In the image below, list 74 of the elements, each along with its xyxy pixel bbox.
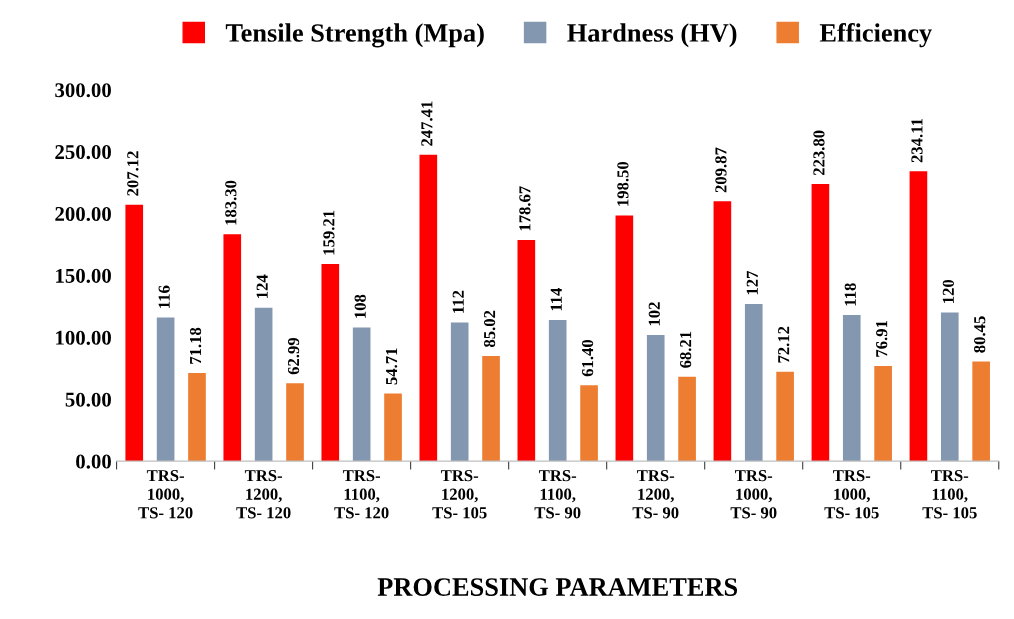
data-label: 85.02: [483, 310, 496, 348]
data-label: 54.71: [386, 348, 398, 385]
data-label: 223.80: [813, 130, 825, 176]
data-label: 120: [942, 279, 954, 303]
y-tick-label: 150.00: [56, 268, 111, 283]
data-label: 234.11: [911, 118, 923, 163]
bar: [580, 385, 598, 462]
data-label: 114: [550, 287, 562, 311]
bar: [482, 355, 500, 462]
data-label: 207.12: [127, 151, 139, 196]
bar: [776, 371, 794, 462]
x-tick-label: TRS- 1100, TS- 90: [534, 470, 581, 519]
data-label: 116: [158, 285, 170, 308]
bar: [678, 376, 696, 462]
legend-label: Efficiency: [819, 23, 932, 48]
bar: [125, 204, 144, 462]
bar: [940, 312, 959, 462]
bar: [188, 373, 206, 462]
y-tick-label: 0.00: [76, 454, 111, 469]
bar: [156, 317, 175, 462]
bar: [646, 334, 665, 462]
data-label: 72.12: [778, 326, 790, 363]
data-label: 124: [256, 274, 268, 298]
bar: [254, 307, 273, 462]
data-label: 112: [452, 290, 464, 313]
y-tick-label: 250.00: [55, 145, 111, 160]
data-label: 159.21: [323, 210, 335, 255]
data-label: 71.18: [189, 327, 202, 364]
x-tick-label: TRS- 1000, TS- 120: [138, 470, 193, 519]
x-tick-label: TRS- 1200, TS- 120: [236, 470, 291, 519]
y-tick-label: 300.00: [55, 83, 111, 98]
legend-label: Hardness (HV): [567, 23, 737, 48]
data-label: 80.45: [974, 316, 986, 353]
bar: [384, 393, 402, 462]
data-label: 102: [648, 302, 660, 326]
bar: [286, 383, 304, 462]
data-label: 198.50: [617, 161, 629, 206]
legend-label: Tensile Strength (Mpa): [225, 23, 484, 48]
bar: [972, 361, 990, 462]
data-label: 108: [354, 294, 366, 318]
y-tick-label: 50.00: [65, 392, 111, 407]
data-label: 62.99: [287, 337, 300, 375]
y-tick-label: 200.00: [55, 206, 111, 222]
bar: [811, 184, 830, 462]
bar: [352, 327, 371, 462]
data-label: 118: [844, 283, 856, 306]
data-label: 178.67: [519, 186, 531, 231]
bar: [615, 215, 634, 462]
x-tick-label: TRS- 1000, TS- 105: [824, 470, 879, 519]
data-label: 127: [746, 271, 758, 295]
bar: [909, 171, 928, 462]
data-label: 61.40: [581, 339, 594, 377]
data-label: 68.21: [680, 331, 692, 368]
bar: [548, 320, 567, 462]
x-tick-label: TRS- 1200, TS- 105: [432, 470, 487, 519]
y-tick-label: 100.00: [56, 330, 111, 345]
bar: [842, 315, 861, 462]
bar: [874, 365, 892, 462]
bar: [321, 264, 340, 462]
bar: [419, 154, 438, 462]
x-tick-label: TRS- 1200, TS- 90: [632, 470, 679, 519]
data-label: 76.91: [876, 320, 888, 357]
bar: [450, 322, 469, 462]
x-tick-label: TRS- 1100, TS- 105: [922, 470, 977, 519]
bar: [744, 303, 763, 462]
x-tick-label: TRS- 1000, TS- 90: [730, 470, 777, 519]
data-label: 209.87: [715, 147, 727, 193]
x-axis-title: PROCESSING PARAMETERS: [377, 578, 738, 596]
data-label: 183.30: [225, 180, 237, 225]
data-label: 247.41: [421, 101, 433, 146]
x-tick-label: TRS- 1100, TS- 120: [334, 470, 389, 519]
bar: [517, 239, 536, 462]
bar: [713, 201, 732, 462]
bar: [223, 234, 242, 462]
